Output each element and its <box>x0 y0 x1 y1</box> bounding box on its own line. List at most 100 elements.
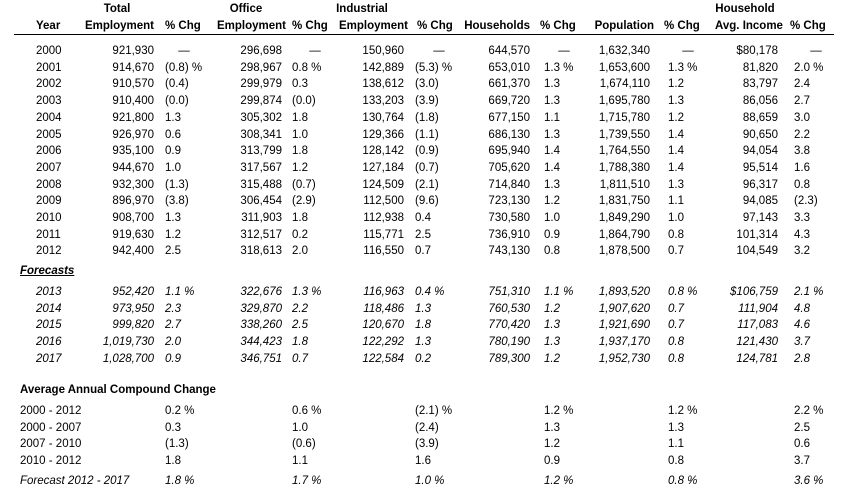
table-cell: 299,874 <box>240 95 282 108</box>
table-cell: 0.8 <box>544 245 560 258</box>
table-cell: 0.8 % <box>292 61 322 74</box>
table-cell: $80,178 <box>736 45 778 57</box>
row-year: 2012 <box>36 245 62 258</box>
table-cell: 1.4 <box>668 128 684 141</box>
table-cell: — <box>309 45 321 57</box>
table-cell: 298,967 <box>240 61 282 74</box>
table-cell: 1.0 <box>292 128 308 141</box>
table-cell: 115,771 <box>363 228 404 241</box>
table-cell: 780,190 <box>488 336 530 349</box>
row-year: 2008 <box>36 178 62 191</box>
table-cell: 313,799 <box>240 145 282 158</box>
table-cell: (3.9) <box>415 438 439 451</box>
table-cell: 97,143 <box>742 212 778 224</box>
table-cell: 1.3 <box>165 111 181 124</box>
row-year: 2013 <box>36 286 62 298</box>
table-cell: 1.0 % <box>415 475 445 487</box>
table-cell: 0.9 <box>544 455 560 468</box>
row-year: 2009 <box>36 195 62 208</box>
table-cell: 1.2 % <box>668 405 698 417</box>
row-period: 2010 - 2012 <box>20 455 82 468</box>
table-cell: 1,674,110 <box>599 78 650 91</box>
table-cell: 1.2 <box>668 78 684 91</box>
table-cell: 1,831,750 <box>598 195 650 208</box>
row-period: 2000 - 2007 <box>20 421 82 434</box>
table-cell: 1,811,510 <box>599 178 650 191</box>
table-cell: 2.5 <box>165 245 181 258</box>
table-cell: 1.8 <box>415 319 431 332</box>
table-cell: 299,979 <box>240 78 282 91</box>
table-cell: 130,764 <box>362 111 404 124</box>
table-cell: 101,314 <box>736 228 778 241</box>
table-cell: 138,612 <box>362 78 404 91</box>
table-cell: 1.2 % <box>544 475 574 487</box>
table-cell: 1,632,340 <box>598 45 650 57</box>
table-cell: 88,659 <box>742 111 778 124</box>
table-cell: 1,019,730 <box>102 336 154 349</box>
table-cell: 789,300 <box>488 352 530 365</box>
table-cell: — <box>682 45 694 57</box>
table-cell: 1,893,520 <box>598 286 650 298</box>
table-cell: (0.4) <box>165 78 189 91</box>
table-cell: — <box>178 45 190 57</box>
table-cell: 2.0 % <box>794 61 824 74</box>
table-cell: $106,759 <box>730 286 778 298</box>
table-cell: 1.0 <box>165 161 181 174</box>
table-cell: 104,549 <box>736 245 778 258</box>
column-header: % Chg <box>292 20 328 32</box>
table-cell: 0.4 <box>415 212 431 224</box>
table-cell: 142,889 <box>362 61 404 74</box>
row-year: 2006 <box>36 145 62 158</box>
table-cell: 1.3 <box>668 421 684 434</box>
row-year: 2003 <box>36 95 62 108</box>
table-cell: 1.2 <box>668 111 684 124</box>
table-cell: 2.7 <box>794 95 810 108</box>
table-cell: 1.2 <box>544 352 560 365</box>
table-cell: 0.3 <box>165 421 181 434</box>
table-cell: 686,130 <box>488 128 530 141</box>
table-cell: 0.2 <box>292 228 308 241</box>
table-cell: 714,840 <box>488 178 530 191</box>
table-cell: 90,650 <box>742 128 778 141</box>
table-cell: 910,570 <box>112 78 154 91</box>
table-cell: 3.6 % <box>794 475 824 487</box>
table-cell: 1.3 <box>668 95 684 108</box>
row-year: 2017 <box>36 352 62 365</box>
table-cell: 1.3 <box>544 95 560 108</box>
table-cell: 896,970 <box>112 195 154 208</box>
table-cell: 1.8 % <box>165 475 195 487</box>
header-group-label: Household <box>715 3 775 15</box>
table-cell: 914,670 <box>112 61 154 74</box>
row-year: 2002 <box>36 78 62 91</box>
table-cell: 1,715,780 <box>598 111 650 124</box>
table-cell: 0.2 % <box>165 405 195 417</box>
table-cell: 1,937,170 <box>598 336 650 349</box>
table-cell: 1.2 <box>292 161 308 174</box>
table-cell: 120,670 <box>362 319 404 332</box>
table-cell: 2.3 <box>165 302 181 315</box>
row-year: 2004 <box>36 111 62 124</box>
column-header: % Chg <box>664 20 700 32</box>
table-cell: 736,910 <box>488 228 530 241</box>
table-cell: 150,960 <box>362 45 404 57</box>
table-cell: — <box>558 45 570 57</box>
row-year: 2016 <box>36 336 62 349</box>
table-cell: 111,904 <box>738 302 778 315</box>
table-cell: 0.6 <box>794 438 810 451</box>
row-year: 2014 <box>36 302 62 315</box>
table-cell: 1.3 % <box>668 61 698 74</box>
table-cell: 116,963 <box>363 286 404 298</box>
header-group-label: Industrial <box>336 3 388 15</box>
table-cell: 0.8 <box>668 336 684 349</box>
table-cell: 751,310 <box>488 286 530 298</box>
table-cell: 1.0 <box>292 421 308 434</box>
table-cell: 0.7 <box>415 245 431 258</box>
table-cell: 644,570 <box>488 45 530 57</box>
table-cell: 1,739,550 <box>598 128 650 141</box>
table-cell: 1.3 <box>415 336 431 349</box>
table-cell: 760,530 <box>488 302 530 315</box>
table-cell: 1.1 % <box>544 286 574 298</box>
table-cell: 1,695,780 <box>598 95 650 108</box>
table-cell: 0.9 <box>165 352 181 365</box>
table-cell: — <box>433 45 445 57</box>
